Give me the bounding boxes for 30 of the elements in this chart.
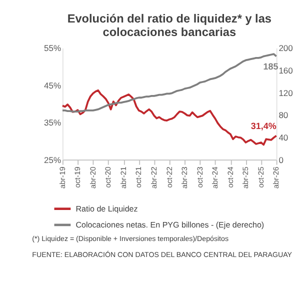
x-tick-label: abr-20 (88, 166, 98, 189)
x-tick-label: abr-22 (149, 166, 158, 189)
x-tick-label: oct-20 (104, 166, 113, 188)
y2-tick-label: 160 (278, 66, 294, 76)
x-tick-label: oct-22 (164, 166, 174, 188)
x-tick-label: abr-21 (118, 166, 128, 189)
y-tick-label: 55% (44, 43, 62, 54)
data-label: 185 (263, 62, 278, 72)
y2-tick-label: 40 (278, 132, 288, 143)
x-tick-label: abr-25 (241, 166, 250, 189)
x-tick-label: oct-24 (226, 166, 235, 188)
y2-tick-label: 0 (278, 154, 284, 165)
y2-tick-label: 120 (278, 88, 294, 98)
x-tick-label: abr-24 (210, 166, 220, 189)
y-tick-label: 35% (44, 118, 62, 128)
line-series (62, 53, 278, 113)
chart-title: Evolución del ratio de liquidez* y las colocaciones bancarias (67, 11, 272, 40)
y-tick-label: 25% (44, 154, 62, 165)
x-tick-label: abr-26 (272, 166, 281, 189)
x-tick-label: oct-25 (256, 166, 266, 188)
y2-tick-label: 80 (278, 110, 288, 120)
x-tick-label: oct-23 (195, 166, 204, 188)
y-tick-label: 45% (44, 80, 62, 90)
x-tick-label: oct-19 (73, 166, 82, 188)
x-tick-label: oct-21 (134, 166, 144, 188)
x-tick-label: abr-19 (58, 166, 67, 189)
y2-tick-label: 200 (278, 43, 294, 54)
data-label: 31,4% (250, 121, 276, 132)
line-series (62, 89, 278, 146)
x-tick-label: abr-23 (180, 166, 190, 189)
